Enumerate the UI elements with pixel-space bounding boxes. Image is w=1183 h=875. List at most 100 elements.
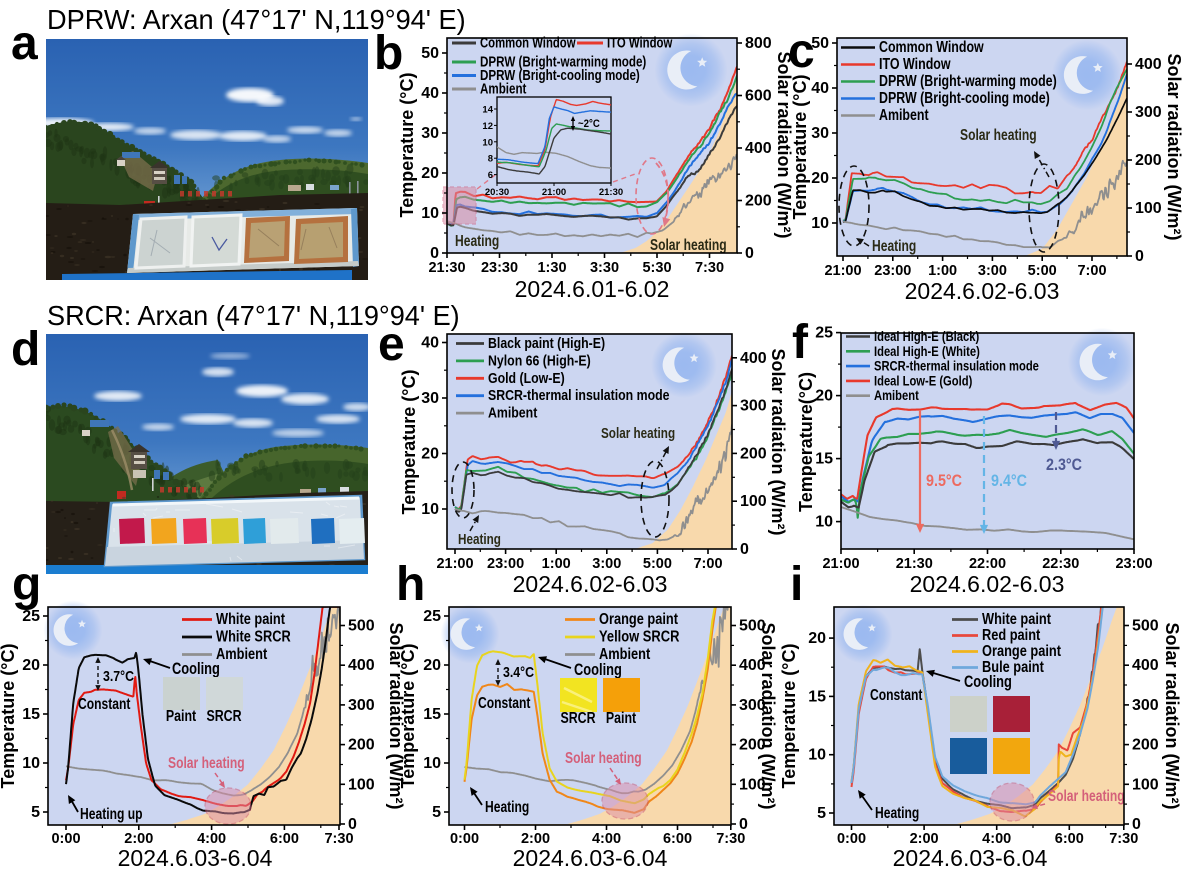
svg-text:Temperature (°C): Temperature (°C) — [397, 73, 417, 218]
svg-text:Amibent: Amibent — [879, 107, 929, 124]
svg-text:10: 10 — [423, 755, 441, 772]
svg-text:Solar radiation (W/m²): Solar radiation (W/m²) — [1164, 53, 1183, 240]
svg-text:300: 300 — [1135, 104, 1162, 121]
svg-text:21:30: 21:30 — [896, 556, 933, 572]
svg-text:30: 30 — [811, 125, 829, 142]
svg-text:800: 800 — [745, 35, 772, 52]
svg-text:50: 50 — [421, 45, 439, 62]
svg-text:21:30: 21:30 — [599, 187, 623, 198]
svg-text:23:00: 23:00 — [874, 263, 911, 279]
svg-text:Paint: Paint — [166, 708, 196, 725]
svg-text:15: 15 — [22, 706, 40, 723]
svg-text:200: 200 — [740, 445, 767, 462]
svg-text:20: 20 — [808, 630, 826, 647]
svg-text:0: 0 — [1135, 248, 1144, 265]
svg-text:20: 20 — [421, 446, 439, 463]
svg-text:10: 10 — [482, 137, 493, 148]
svg-text:0:00: 0:00 — [837, 831, 866, 847]
svg-text:2:00: 2:00 — [521, 831, 550, 847]
svg-text:Temperature (°C): Temperature (°C) — [790, 75, 810, 220]
svg-text:15: 15 — [808, 688, 826, 705]
svg-text:DPRW (Bright-cooling mode): DPRW (Bright-cooling mode) — [879, 90, 1050, 107]
svg-text:Solar radiation (W/m²): Solar radiation (W/m²) — [386, 622, 406, 809]
svg-text:3.7°C: 3.7°C — [103, 668, 134, 685]
svg-text:2.3°C: 2.3°C — [1046, 455, 1082, 474]
svg-text:Red paint: Red paint — [982, 627, 1041, 644]
svg-text:2024.6.01-6.02: 2024.6.01-6.02 — [515, 276, 670, 302]
svg-text:23:00: 23:00 — [487, 556, 524, 572]
svg-text:400: 400 — [1135, 56, 1162, 73]
svg-text:7:00: 7:00 — [693, 556, 722, 572]
svg-text:Orange paint: Orange paint — [599, 611, 679, 628]
svg-text:c: c — [788, 25, 815, 78]
svg-text:Ideal High-E (Black): Ideal High-E (Black) — [874, 328, 979, 344]
svg-text:Amibent: Amibent — [874, 387, 919, 403]
svg-text:100: 100 — [739, 776, 766, 793]
svg-text:SRCR-thermal insulation mode: SRCR-thermal insulation mode — [874, 358, 1039, 374]
svg-text:6:00: 6:00 — [270, 831, 299, 847]
svg-text:200: 200 — [739, 737, 766, 754]
svg-text:400: 400 — [740, 350, 767, 367]
svg-text:Temperature (°C): Temperature (°C) — [779, 644, 799, 789]
svg-text:Heating: Heating — [872, 238, 916, 255]
svg-text:Cooling: Cooling — [574, 661, 622, 679]
svg-text:500: 500 — [739, 618, 766, 635]
svg-text:300: 300 — [739, 697, 766, 714]
svg-text:300: 300 — [348, 697, 375, 714]
svg-text:Orange paint: Orange paint — [982, 643, 1062, 660]
svg-text:22:30: 22:30 — [1042, 556, 1079, 572]
svg-text:300: 300 — [1132, 697, 1159, 714]
svg-text:Ambient: Ambient — [480, 82, 527, 98]
svg-text:Amibent: Amibent — [488, 406, 537, 422]
svg-text:DPRW (Bright-warming mode): DPRW (Bright-warming mode) — [480, 55, 646, 71]
svg-text:5:00: 5:00 — [1028, 263, 1057, 279]
svg-text:1:00: 1:00 — [928, 263, 957, 279]
svg-text:2024.6.03-6.04: 2024.6.03-6.04 — [513, 845, 668, 871]
svg-text:25: 25 — [22, 608, 40, 625]
svg-text:Heating: Heating — [875, 805, 919, 822]
svg-text:21:00: 21:00 — [824, 263, 861, 279]
svg-text:d: d — [11, 323, 40, 376]
svg-text:a: a — [11, 17, 38, 70]
svg-text:100: 100 — [348, 776, 375, 793]
svg-text:20: 20 — [22, 657, 40, 674]
svg-text:14: 14 — [482, 105, 493, 116]
svg-text:100: 100 — [740, 493, 767, 510]
svg-text:Bule paint: Bule paint — [982, 659, 1044, 676]
svg-text:Temperature (°C): Temperature (°C) — [0, 644, 18, 789]
svg-text:200: 200 — [1132, 737, 1159, 754]
svg-text:i: i — [790, 558, 803, 611]
svg-text:6:00: 6:00 — [663, 831, 692, 847]
svg-text:White SRCR: White SRCR — [216, 629, 291, 646]
svg-text:SRCR-thermal insulation mode: SRCR-thermal insulation mode — [488, 388, 670, 404]
svg-text:4:00: 4:00 — [982, 831, 1011, 847]
svg-text:400: 400 — [739, 657, 766, 674]
svg-text:25: 25 — [423, 608, 441, 625]
svg-text:10: 10 — [811, 215, 829, 232]
svg-text:Ideal High-E (White): Ideal High-E (White) — [874, 343, 980, 359]
svg-text:Cooling: Cooling — [172, 660, 220, 678]
svg-text:20: 20 — [811, 170, 829, 187]
svg-text:2024.6.03-6.04: 2024.6.03-6.04 — [118, 845, 273, 871]
svg-text:Solar heating: Solar heating — [565, 750, 642, 767]
svg-text:Black paint (High-E): Black paint (High-E) — [488, 336, 605, 352]
svg-text:Paint: Paint — [606, 710, 636, 727]
svg-text:White paint: White paint — [216, 611, 286, 628]
svg-text:Common Window: Common Window — [879, 39, 984, 56]
svg-text:200: 200 — [745, 193, 772, 210]
svg-text:400: 400 — [1132, 657, 1159, 674]
svg-text:SRCR: Arxan (47°17' N,119°94': SRCR: Arxan (47°17' N,119°94' E) — [47, 300, 460, 331]
svg-text:5:00: 5:00 — [643, 556, 672, 572]
svg-text:h: h — [396, 558, 425, 611]
svg-text:3:00: 3:00 — [978, 263, 1007, 279]
svg-text:8: 8 — [488, 154, 493, 165]
svg-text:40: 40 — [421, 85, 439, 102]
svg-text:15: 15 — [423, 706, 441, 723]
svg-text:ITO Window: ITO Window — [879, 56, 951, 73]
svg-text:Solar heating: Solar heating — [601, 425, 675, 442]
svg-text:e: e — [378, 318, 405, 371]
svg-text:7:30: 7:30 — [1109, 831, 1138, 847]
svg-text:30: 30 — [421, 390, 439, 407]
svg-text:Heating: Heating — [458, 531, 501, 548]
svg-text:6: 6 — [488, 170, 493, 181]
